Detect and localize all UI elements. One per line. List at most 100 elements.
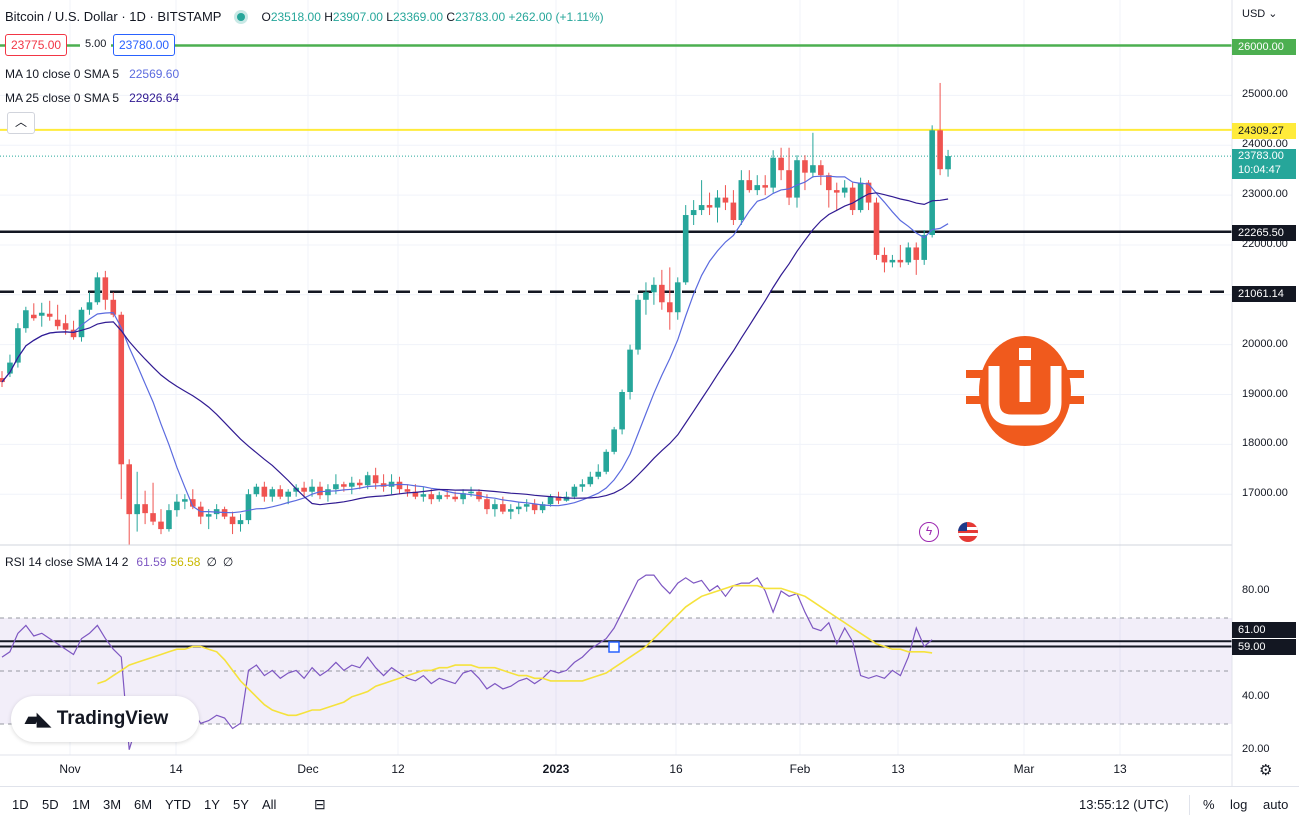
candle	[897, 244, 904, 268]
candle	[730, 190, 737, 226]
timeframe-1d[interactable]: 1D	[12, 797, 29, 812]
collapse-legend-button[interactable]: ︿	[7, 112, 35, 134]
candle	[428, 489, 435, 505]
candle	[325, 484, 331, 502]
candle	[587, 471, 594, 487]
rsi-legend[interactable]: RSI 14 close SMA 14 2 61.59 56.58 ∅ ∅	[5, 555, 234, 569]
candle	[674, 277, 681, 320]
candle	[889, 254, 896, 268]
candle	[436, 491, 443, 502]
tradingview-logo[interactable]: ▰◣ TradingView	[11, 696, 199, 742]
time-tick: 2023	[542, 762, 570, 776]
currency-selector[interactable]: USD ⌄	[1242, 8, 1278, 20]
candle	[277, 485, 284, 500]
sell-button[interactable]: 23775.00	[5, 34, 68, 56]
utc-clock[interactable]: 13:55:12 (UTC)	[1079, 797, 1169, 812]
level-label-22265: 22265.50	[1232, 225, 1296, 241]
candle	[611, 426, 617, 455]
rsi-tick: 20.00	[1242, 742, 1270, 755]
candle	[54, 304, 61, 330]
candle	[460, 489, 466, 505]
candle	[762, 175, 768, 196]
candle	[603, 449, 609, 475]
price-tick: 17000.00	[1242, 487, 1288, 500]
timeframe-5d[interactable]: 5D	[42, 797, 59, 812]
buy-button[interactable]: 23780.00	[113, 34, 176, 56]
timeframe-1m[interactable]: 1M	[72, 797, 91, 812]
candle	[555, 491, 562, 505]
candle	[937, 82, 943, 176]
lightning-event-icon[interactable]: ϟ	[919, 522, 939, 542]
chart-canvas[interactable]	[0, 0, 1299, 786]
rsi-label-59: 59.00	[1232, 639, 1296, 655]
candle	[237, 514, 244, 532]
candle	[285, 489, 291, 505]
percent-toggle[interactable]: %	[1203, 797, 1215, 812]
candle	[635, 294, 641, 355]
timeframe-ytd[interactable]: YTD	[165, 797, 191, 812]
candle	[794, 155, 800, 208]
symbol-title[interactable]: Bitcoin / U.S. Dollar · 1D · BITSTAMP	[5, 9, 222, 24]
horizontal-levels	[0, 44, 1232, 294]
main-gridlines	[0, 0, 1232, 755]
symbol-header: Bitcoin / U.S. Dollar · 1D · BITSTAMP O2…	[5, 9, 604, 24]
timeframe-1y[interactable]: 1Y	[204, 797, 220, 812]
candle	[158, 509, 164, 535]
candle	[301, 481, 307, 497]
toolbar-divider	[1189, 795, 1190, 815]
candle	[913, 242, 920, 275]
candle	[865, 180, 872, 211]
candle	[38, 302, 45, 327]
candle	[786, 147, 792, 206]
timeframe-5y[interactable]: 5Y	[233, 797, 249, 812]
candle	[579, 479, 586, 492]
candle	[595, 464, 602, 480]
candle	[261, 481, 268, 502]
candle	[921, 229, 927, 265]
rsi-tick: 40.00	[1242, 689, 1270, 702]
candle	[778, 147, 784, 181]
candle	[698, 180, 705, 216]
timeframe-6m[interactable]: 6M	[134, 797, 153, 812]
ma25-legend[interactable]: MA 25 close 0 SMA 5 22926.64	[5, 91, 180, 105]
log-toggle[interactable]: log	[1230, 797, 1248, 812]
candle	[142, 490, 148, 525]
alert-marker[interactable]	[608, 641, 620, 653]
chevron-down-icon: ⌄	[1265, 8, 1278, 20]
timeframe-all[interactable]: All	[262, 797, 277, 812]
candle	[643, 282, 649, 315]
candle	[396, 476, 403, 495]
candle	[197, 501, 204, 525]
candle	[293, 484, 299, 497]
candle	[150, 482, 156, 526]
timeframe-3m[interactable]: 3M	[103, 797, 122, 812]
candle	[245, 489, 252, 525]
auto-toggle[interactable]: auto	[1263, 797, 1289, 812]
ma10-legend[interactable]: MA 10 close 0 SMA 5 22569.60	[5, 67, 180, 81]
candle	[508, 504, 514, 520]
watermark-logo-icon	[966, 336, 1084, 446]
candle	[86, 292, 93, 315]
candle	[182, 494, 188, 510]
time-tick: Feb	[789, 762, 811, 776]
bottom-toolbar: 1D 5D 1M 3M 6M YTD 1Y 5Y All ⊟ 13:55:12 (UTC) % …	[0, 786, 1299, 823]
candle	[849, 182, 856, 216]
candle	[563, 491, 570, 502]
candle	[945, 149, 951, 177]
candle	[269, 486, 276, 502]
candle	[826, 172, 832, 208]
candle	[754, 175, 761, 196]
candle	[841, 180, 848, 198]
gear-icon[interactable]: ⚙	[1259, 762, 1273, 779]
candle	[818, 160, 824, 186]
candle	[134, 471, 140, 532]
candle	[706, 192, 713, 216]
candle	[15, 323, 21, 368]
candle	[738, 170, 745, 226]
candle	[667, 267, 673, 330]
date-range-icon[interactable]: ⊟	[314, 796, 326, 812]
us-flag-event-icon[interactable]	[958, 522, 978, 542]
candle	[746, 170, 753, 193]
tradingview-mark-icon: ▰◣	[25, 708, 51, 729]
candle	[126, 459, 132, 545]
